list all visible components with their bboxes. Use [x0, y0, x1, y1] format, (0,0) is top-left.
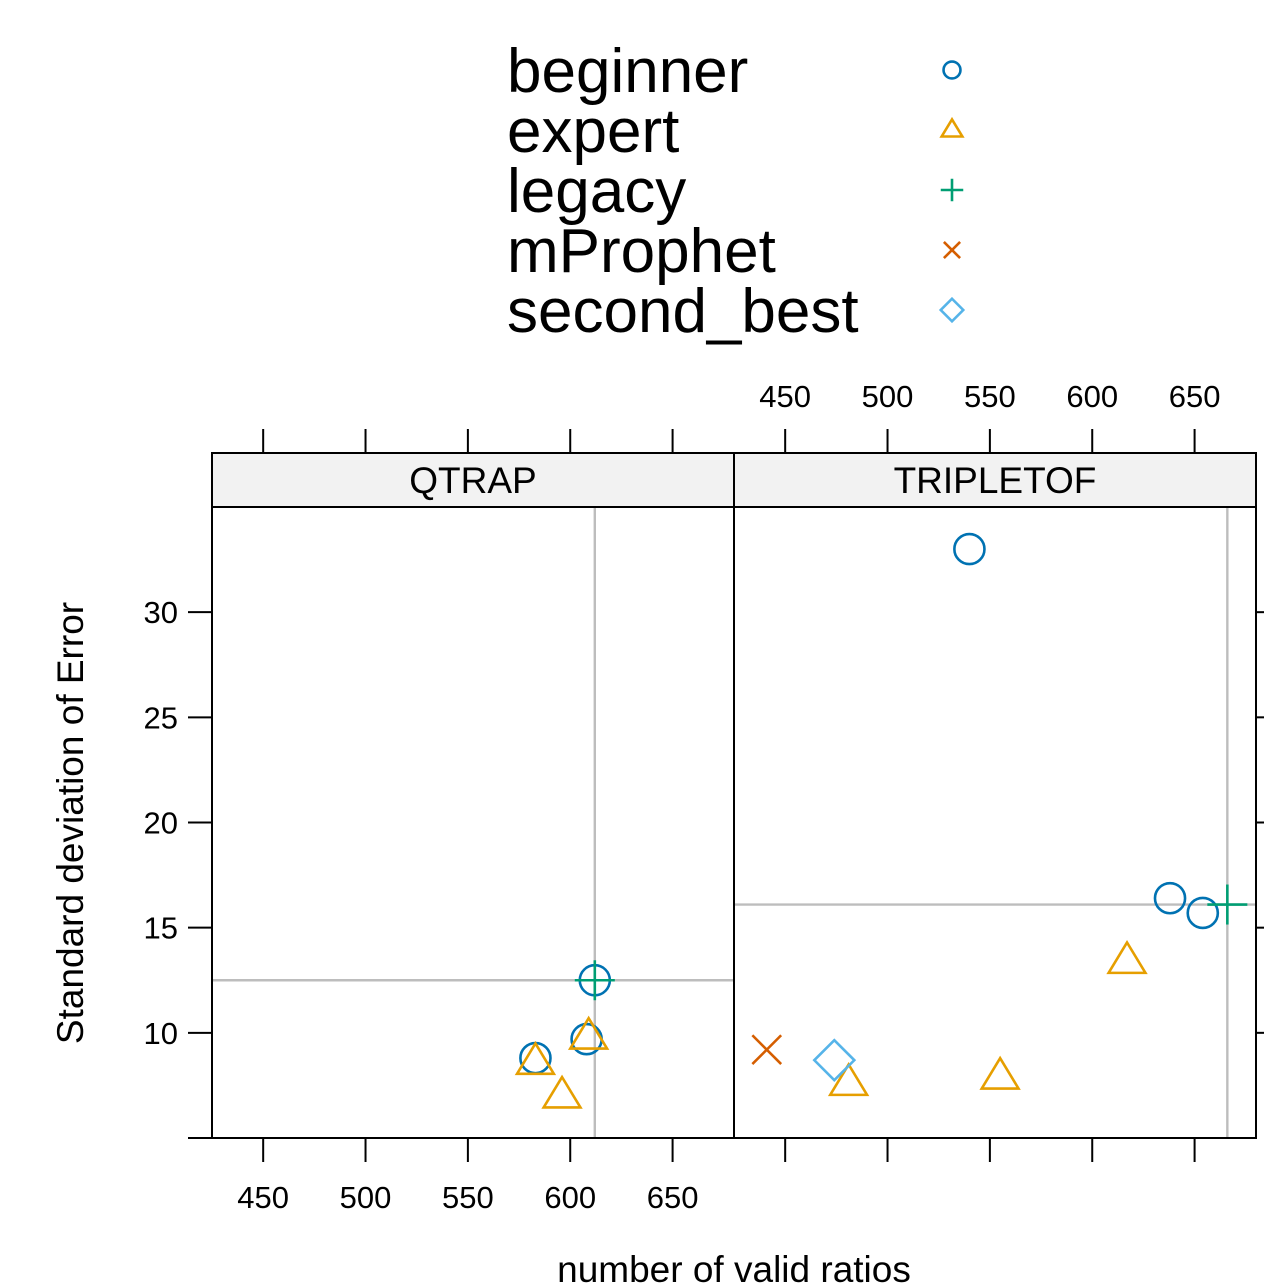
point-legacy-6	[1207, 884, 1248, 925]
legend-label-second_best: second_best	[507, 277, 859, 346]
point-beginner-2	[1186, 896, 1220, 930]
point-mProphet-7	[751, 1034, 783, 1065]
point-legacy-6	[574, 960, 615, 1001]
y-tick-label: 30	[144, 595, 178, 630]
panel-tripletof: TRIPLETOF 450 500 550 600 650	[733, 379, 1264, 1162]
legend-label-expert: expert	[507, 97, 679, 166]
x-tick-label: 500	[340, 1180, 392, 1215]
y-tick-label: 15	[144, 911, 178, 946]
point-expert-5	[827, 1061, 870, 1097]
point-expert-4	[979, 1055, 1021, 1090]
legend-symbol-second_best	[938, 296, 966, 324]
point-second_best-8	[812, 1038, 857, 1083]
point-beginner-0	[953, 532, 986, 566]
legend-symbol-beginner	[942, 60, 962, 80]
x-tick-label: 450	[759, 379, 811, 414]
legend-symbol-legacy	[940, 178, 964, 202]
x-axis-title: number of valid ratios	[557, 1249, 911, 1287]
point-expert-5	[541, 1074, 583, 1109]
legend-label-legacy: legacy	[507, 157, 686, 226]
x-tick-label: 500	[862, 379, 914, 414]
x-tick-label: 650	[1169, 379, 1221, 414]
y-tick-label: 20	[144, 806, 178, 841]
panels: QTRAP 450 500 550 600 650 10 15 20 25 30 TRIPLETOF 4…	[144, 379, 1264, 1215]
legend-label-beginner: beginner	[507, 37, 748, 106]
y-tick-label: 25	[144, 700, 178, 735]
point-beginner-0	[519, 1041, 552, 1075]
legend-symbol-mProphet	[942, 240, 962, 260]
point-expert-3	[514, 1040, 557, 1076]
panel-frame	[733, 506, 1257, 1139]
panel-qtrap: QTRAP 450 500 550 600 650 10 15 20 25 30	[144, 429, 735, 1215]
x-tick-label: 550	[964, 379, 1016, 414]
strip-background	[211, 452, 735, 508]
x-tick-label: 650	[647, 1180, 699, 1215]
strip-label: TRIPLETOF	[894, 460, 1097, 501]
x-tick-label: 550	[442, 1180, 494, 1215]
legend-symbol-expert	[939, 116, 965, 138]
x-tick-label: 450	[237, 1180, 289, 1215]
y-tick-label: 10	[144, 1016, 178, 1051]
panel-frame	[211, 506, 735, 1139]
point-beginner-1	[1153, 881, 1187, 915]
strip-label: QTRAP	[409, 460, 536, 501]
point-expert-4	[567, 1015, 610, 1050]
strip-background	[733, 452, 1257, 508]
x-tick-label: 600	[1066, 379, 1118, 414]
y-axis-title: Standard deviation of Error	[50, 602, 91, 1044]
x-tick-label: 600	[544, 1180, 596, 1215]
point-expert-3	[1106, 939, 1148, 975]
legend-label-mProphet: mProphet	[507, 217, 776, 286]
